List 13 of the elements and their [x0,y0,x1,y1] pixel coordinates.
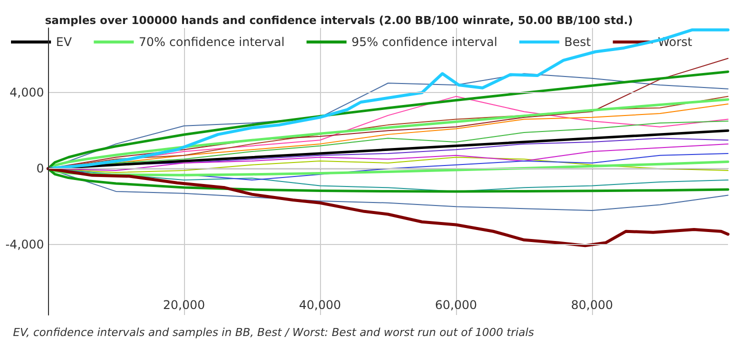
legend-label: Best [564,35,592,49]
x-tick-label: 20,000 [163,298,205,312]
x-tick-label: 60,000 [435,298,477,312]
y-tick-label: -4,000 [5,238,44,252]
legend-label: EV [56,35,73,49]
legend-label: 70% confidence interval [138,35,285,49]
text: EV, confidence intervals and samples in BB, Best / Worst: Best and worst run out of 1000 trials [13,326,534,339]
chart-title: samples over 100000 hands and confidence intervals (2.00 BB/100 winrate, 50.00 BB/100 std.) [45,14,633,27]
x-tick-label: 40,000 [299,298,341,312]
y-tick-label: 4,000 [10,86,44,100]
legend-label: 95% confidence interval [352,35,498,49]
y-tick-label: 0 [36,162,44,176]
x-tick-label: 80,000 [571,298,613,312]
